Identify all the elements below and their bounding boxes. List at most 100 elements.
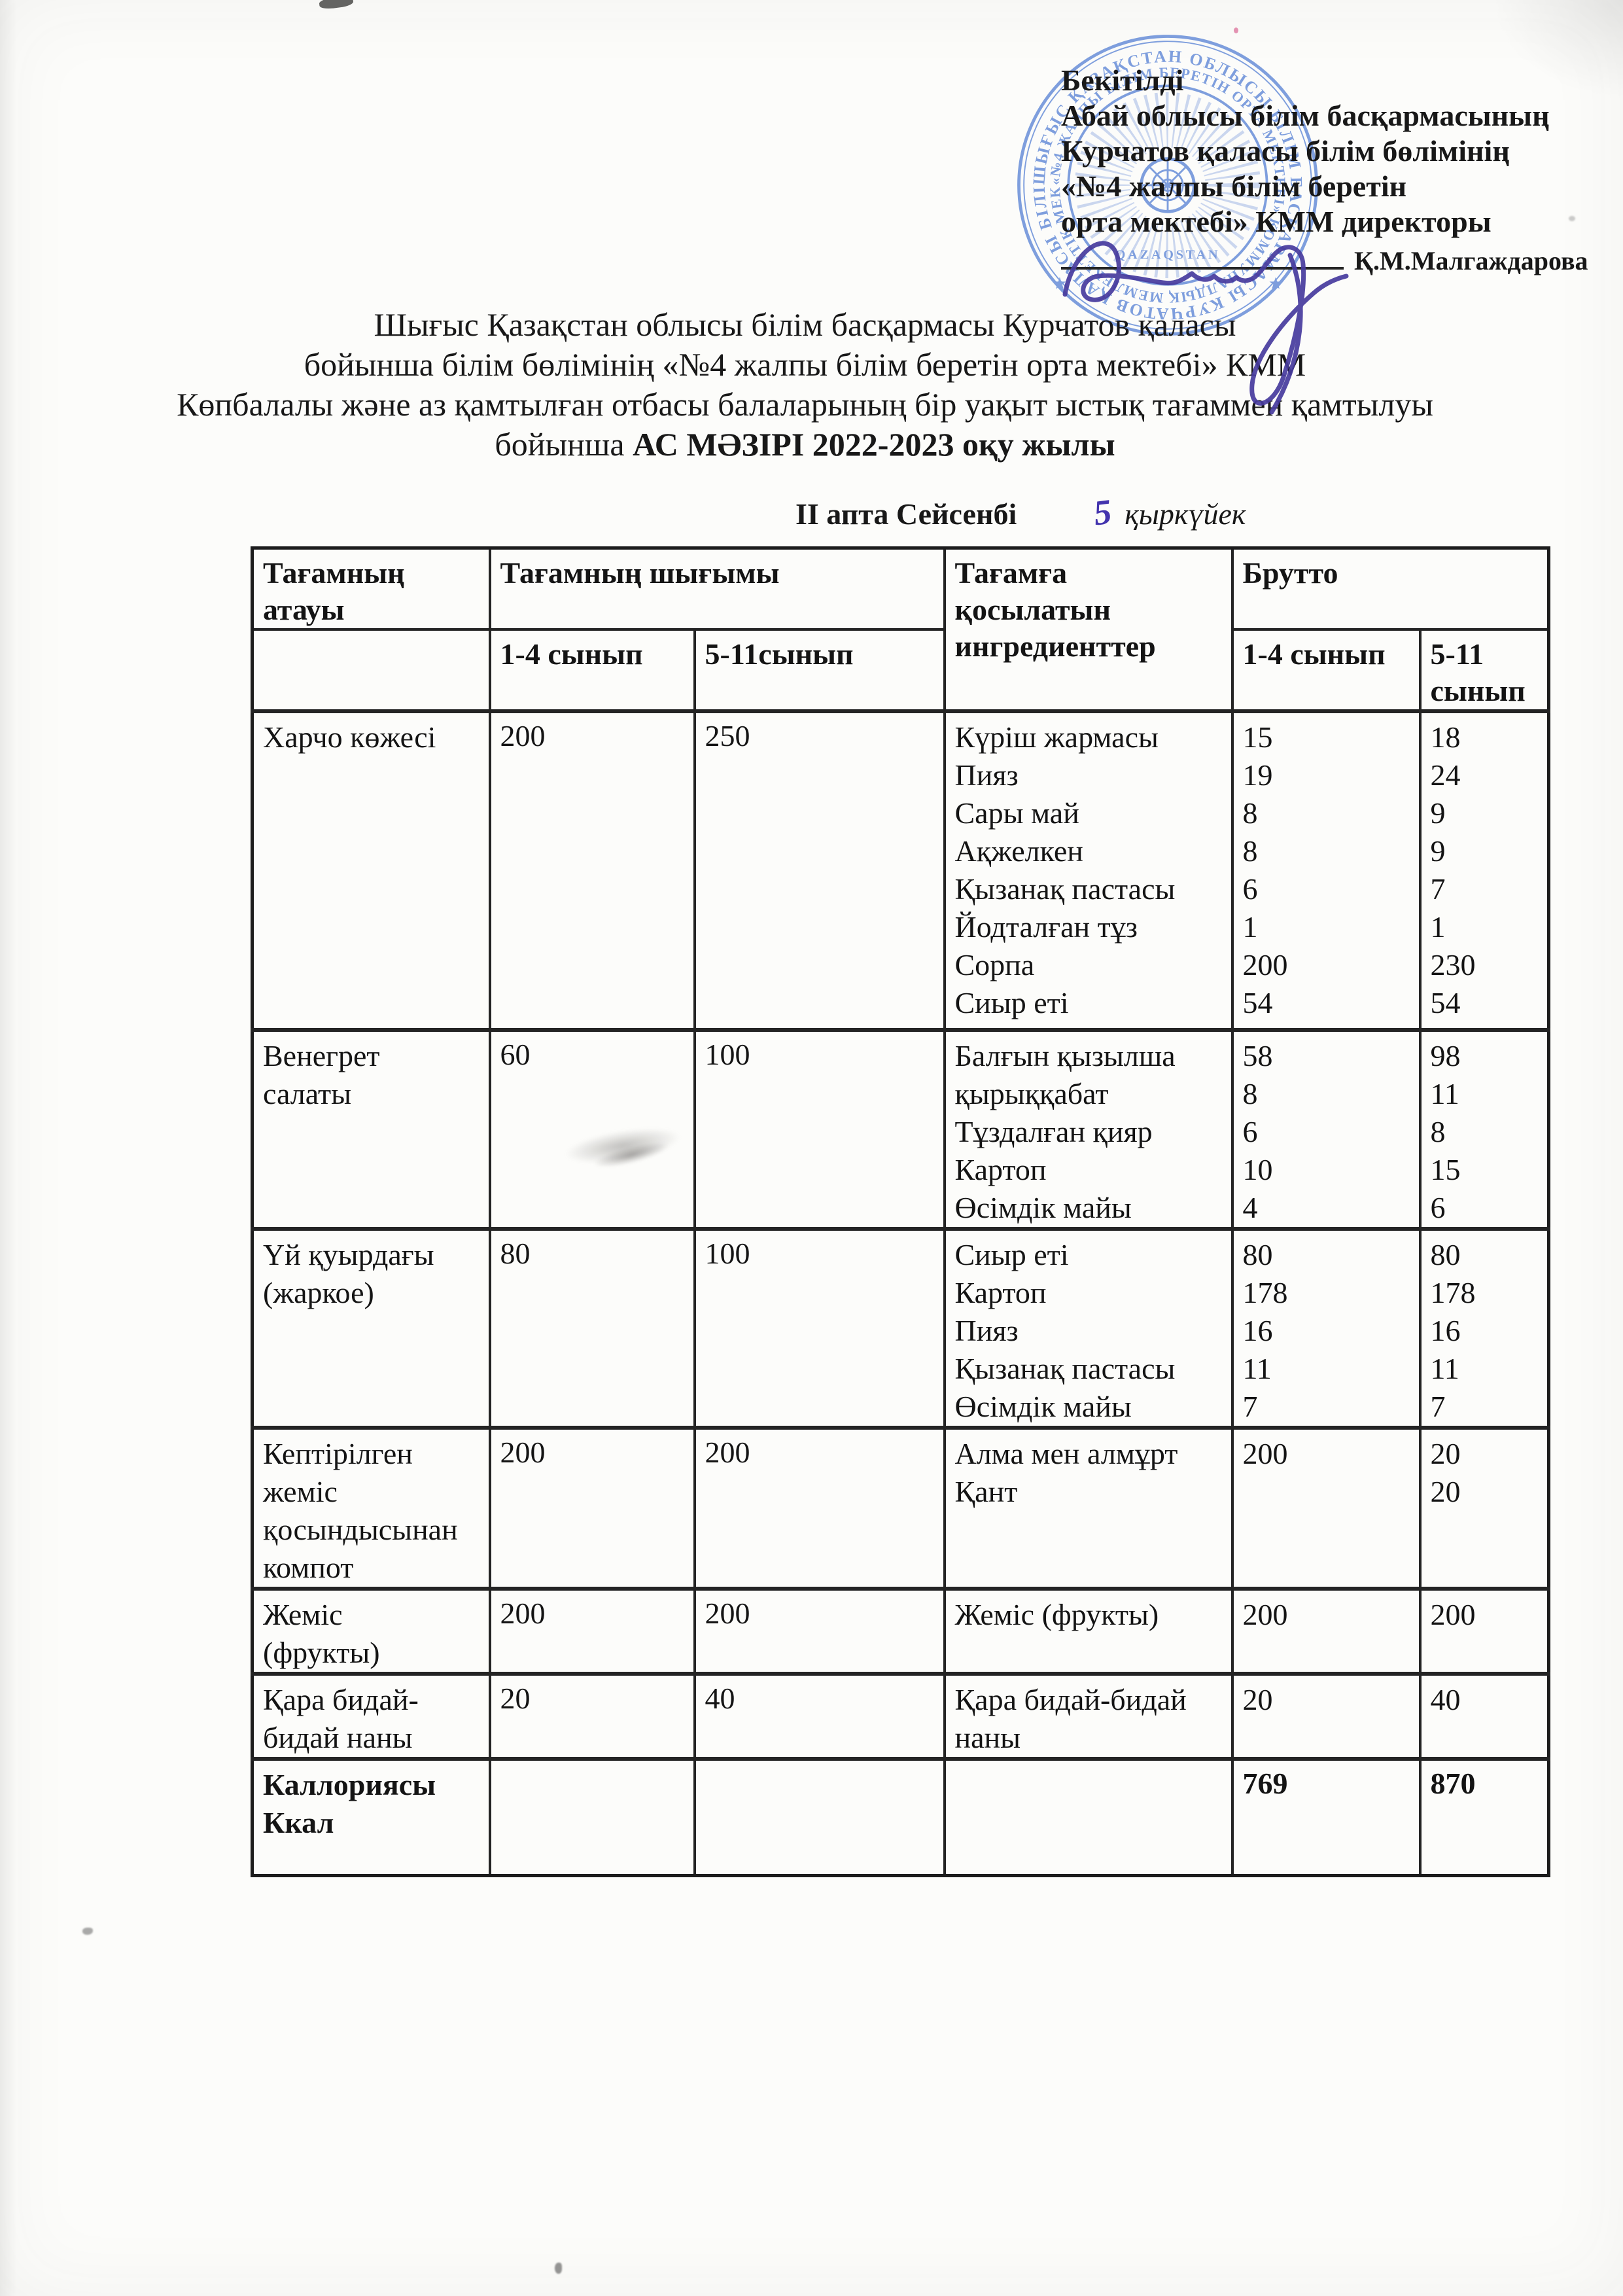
title-line: Шығыс Қазақстан облысы білім басқармасы … xyxy=(374,306,1236,343)
scan-artifact-corner-mark xyxy=(319,0,354,10)
output-1-4-cell: 200 xyxy=(488,709,696,1031)
brutto-value: 200 xyxy=(1242,948,1288,981)
brutto-1-4-cell: 15 19 8 8 6 1 200 54 xyxy=(1230,709,1422,1031)
brutto-1-4-cell: 200 xyxy=(1230,1587,1422,1675)
brutto-value: 80 xyxy=(1242,1238,1273,1271)
title-line: бойынша АС МӘЗІРІ 2022-2023 оқу жылы xyxy=(59,425,1551,465)
header-output-1-4: 1-4 сынып xyxy=(488,628,696,713)
brutto-5-11-cell: 40 xyxy=(1418,1672,1550,1760)
brutto-value: 230 xyxy=(1430,948,1476,981)
director-name: Қ.М.Малгаждарова xyxy=(1354,246,1588,275)
brutto-5-11-cell: 20 20 xyxy=(1418,1426,1550,1590)
brutto-value: 200 xyxy=(1242,1598,1288,1631)
brutto-value: 178 xyxy=(1430,1276,1476,1309)
scan-artifact-speck xyxy=(555,2263,562,2274)
ingredient-name: қырыққабат xyxy=(954,1077,1109,1110)
dish-name-cell: Кептірілген жеміс қосындысынан компот xyxy=(251,1426,491,1590)
ingredient-name: Картоп xyxy=(954,1276,1047,1309)
signature-underline xyxy=(1061,243,1344,270)
dish-name-cell: Жеміс (фрукты) xyxy=(251,1587,491,1675)
ingredient-name: Жеміс (фрукты) xyxy=(954,1598,1159,1631)
table-row-kharcho: Харчо көжесі 200 250 Күріш жармасы Пияз … xyxy=(251,709,1550,1031)
ingredient-name: Тұздалған қияр xyxy=(954,1115,1153,1148)
output-1-4-cell: 200 xyxy=(488,1426,696,1590)
approval-block: Бекітілді Абай облысы білім басқармасыны… xyxy=(1061,63,1588,279)
document-title: Шығыс Қазақстан облысы білім басқармасы … xyxy=(59,305,1551,465)
approval-line: орта мектебі» КММ директоры xyxy=(1061,205,1492,238)
brutto-value: 15 xyxy=(1242,720,1273,754)
brutto-value: 200 xyxy=(1242,1437,1288,1470)
brutto-value: 16 xyxy=(1430,1314,1461,1347)
brutto-value: 16 xyxy=(1242,1314,1273,1347)
dish-name-cell: Үй қуырдағы (жаркое) xyxy=(251,1227,491,1429)
ingredients-cell: Алма мен алмұрт Қант xyxy=(943,1426,1234,1590)
brutto-value: 4 xyxy=(1242,1191,1258,1224)
ingredients-cell: Жеміс (фрукты) xyxy=(943,1587,1234,1675)
director-signature xyxy=(1062,241,1349,415)
output-5-11-cell: 200 xyxy=(693,1587,946,1675)
title-line4-bold: АС МӘЗІРІ 2022-2023 оқу жылы xyxy=(633,426,1115,463)
ingredient-name: Қызанақ пастасы xyxy=(954,1352,1176,1385)
calories-5-11-cell: 870 xyxy=(1418,1757,1550,1877)
signature-row: Қ.М.Малгаждарова xyxy=(1061,242,1588,279)
brutto-5-11-cell: 98 11 8 15 6 xyxy=(1418,1028,1550,1230)
brutto-value: 6 xyxy=(1430,1191,1446,1224)
brutto-value: 20 xyxy=(1430,1437,1461,1470)
ingredient-name: Күріш жармасы xyxy=(954,720,1159,754)
scan-artifact-edge-shade xyxy=(0,0,17,2296)
stamp-emblem-shanyrak xyxy=(1140,157,1196,213)
approval-line: Бекітілді xyxy=(1061,63,1184,97)
brutto-1-4-cell: 80 178 16 11 7 xyxy=(1230,1227,1422,1429)
brutto-value: 20 xyxy=(1430,1475,1461,1508)
approval-line: «№4 жалпы білім беретін xyxy=(1061,169,1407,203)
brutto-value: 8 xyxy=(1242,1077,1258,1110)
title-line: Көпбалалы және аз қамтылған отбасы балал… xyxy=(177,386,1433,423)
scan-artifact-speck xyxy=(82,1928,93,1935)
brutto-value: 20 xyxy=(1242,1683,1273,1716)
menu-table: Тағамның атауы Тағамның шығымы Тағамға қ… xyxy=(251,546,1550,1877)
calories-1-4-cell: 769 xyxy=(1230,1757,1422,1877)
brutto-value: 11 xyxy=(1430,1077,1459,1110)
brutto-value: 58 xyxy=(1242,1039,1273,1072)
ingredients-cell: Балғын қызылша қырыққабат Тұздалған қияр… xyxy=(943,1028,1234,1230)
brutto-value: 80 xyxy=(1430,1238,1461,1271)
output-1-4-cell: 20 xyxy=(488,1672,696,1760)
ingredient-name: Йодталған тұз xyxy=(954,910,1138,944)
output-5-11-cell: 100 xyxy=(693,1028,946,1230)
handwritten-day-number: 5 xyxy=(1091,491,1114,533)
header-brutto: Брутто xyxy=(1230,546,1550,631)
brutto-5-11-cell: 18 24 9 9 7 1 230 54 xyxy=(1418,709,1550,1031)
brutto-value: 19 xyxy=(1242,758,1273,792)
dish-name-cell: Венегрет салаты xyxy=(251,1028,491,1230)
brutto-value: 15 xyxy=(1430,1153,1461,1186)
ingredients-cell: Сиыр еті Картоп Пияз Қызанақ пастасы Өсі… xyxy=(943,1227,1234,1429)
stamp-star-icon: ★ xyxy=(1268,275,1283,292)
ingredient-name: Пияз xyxy=(954,758,1019,792)
ingredient-name: Сиыр еті xyxy=(954,986,1069,1019)
brutto-value: 6 xyxy=(1242,872,1258,906)
brutto-value: 7 xyxy=(1242,1390,1258,1423)
output-5-11-cell: 200 xyxy=(693,1426,946,1590)
ingredient-name: Пияз xyxy=(954,1314,1019,1347)
brutto-value: 24 xyxy=(1430,758,1461,792)
table-row-fruit: Жеміс (фрукты) 200 200 Жеміс (фрукты) 20… xyxy=(251,1587,1550,1675)
table-row-bread: Қара бидай- бидай наны 20 40 Қара бидай-… xyxy=(251,1672,1550,1760)
brutto-value: 7 xyxy=(1430,872,1446,906)
ingredients-cell xyxy=(943,1757,1234,1877)
brutto-value: 9 xyxy=(1430,834,1446,868)
brutto-value: 10 xyxy=(1242,1153,1273,1186)
brutto-value: 178 xyxy=(1242,1276,1288,1309)
header-dish-name: Тағамның атауы xyxy=(251,546,491,631)
header-empty-cell xyxy=(251,628,491,713)
ingredient-name: Сиыр еті xyxy=(954,1238,1069,1271)
stamp-center-label: QAZAQSTAN xyxy=(1115,247,1221,262)
brutto-value: 98 xyxy=(1430,1039,1461,1072)
brutto-1-4-cell: 20 xyxy=(1230,1672,1422,1760)
ingredient-name: Ақжелкен xyxy=(954,834,1083,868)
brutto-value: 200 xyxy=(1430,1598,1476,1631)
brutto-value: 11 xyxy=(1430,1352,1459,1385)
table-header-row-2: 1-4 сынып 5-11сынып 1-4 сынып 5-11 сынып xyxy=(251,628,1550,713)
week-day-subtitle: II апта Сейсенбі 5 қыркүйек xyxy=(795,492,1246,533)
title-line4-prefix: бойынша xyxy=(495,426,633,463)
